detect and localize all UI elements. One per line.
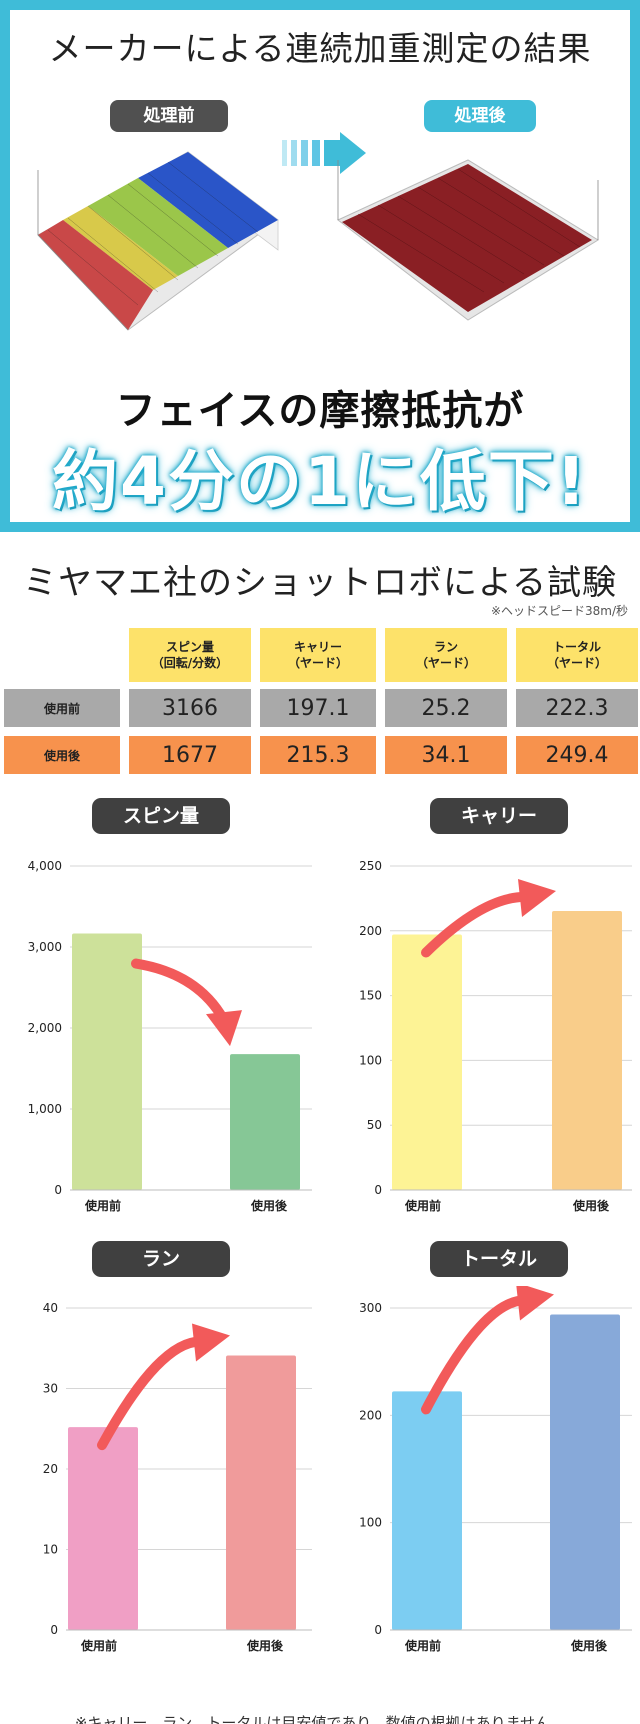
cell-after-total: 249.4 [516,736,638,774]
y-tick-label: 10 [43,1543,58,1557]
chart-title-spin: スピン量 [92,798,230,834]
bar-before [392,1391,462,1630]
trend-arrow [421,891,533,958]
cell-before-spin: 3166 [129,689,251,727]
y-tick-label: 30 [43,1382,58,1396]
trend-arrow-head [206,1010,242,1047]
y-tick-label: 20 [43,1462,58,1476]
friction-title: メーカーによる連続加重測定の結果 [48,29,592,68]
x-tick-label: 使用前 [84,1198,121,1213]
x-tick-label: 使用後 [572,1198,610,1213]
trend-arrow-head [192,1323,230,1362]
x-tick-label: 使用前 [404,1198,441,1213]
trend-arrow [421,1295,531,1415]
test-note: ※ヘッドスピード38m/秒 [490,604,628,618]
friction-result-panel: メーカーによる連続加重測定の結果 処理前 処理後 [0,0,640,532]
y-tick-label: 50 [367,1118,382,1132]
bar-after [552,910,622,1190]
chart-run: 0 10 20 30 40 使用前 使用後 [43,1301,312,1653]
bar-before [68,1427,138,1630]
bar-before [392,934,462,1190]
trend-arrow [131,958,229,1026]
cell-before-total: 222.3 [516,689,638,727]
chart-carry: 0 50 100 150 200 250 使用前 使用後 [359,859,632,1213]
x-tick-label: 使用後 [246,1638,284,1653]
col-header-spin: スピン量 （回転/分数） [129,628,251,682]
y-tick-label: 0 [374,1623,382,1637]
y-tick-label: 300 [359,1301,382,1315]
y-tick-label: 3,000 [28,940,62,954]
y-tick-label: 0 [374,1183,382,1197]
cell-after-run: 34.1 [385,736,507,774]
test-title: ミヤマエ社のショットロボによる試験 [23,563,617,603]
after-label: 処理後 [424,100,536,132]
y-tick-label: 100 [359,1516,382,1530]
friction-result-inner: メーカーによる連続加重測定の結果 処理前 処理後 [10,10,630,522]
row-label-after: 使用後 [4,736,120,774]
chart-title-carry: キャリー [430,798,568,834]
surface-plot-after [337,159,599,321]
x-tick-label: 使用後 [570,1638,608,1653]
before-label: 処理前 [110,100,228,132]
x-tick-label: 使用後 [250,1198,288,1213]
friction-headline: フェイスの摩擦抵抗が [115,388,525,434]
col-header-carry: キャリー （ヤード） [260,628,376,682]
y-tick-label: 150 [359,989,382,1003]
y-tick-label: 2,000 [28,1021,62,1035]
y-tick-label: 0 [50,1623,58,1637]
bar-after [230,1054,300,1190]
col-header-run: ラン （ヤード） [385,628,507,682]
y-tick-label: 40 [43,1301,58,1315]
chart-title-run: ラン [92,1241,230,1277]
trend-arrow-head [516,1286,554,1321]
trend-arrow-head [518,878,556,917]
y-tick-label: 1,000 [28,1102,62,1116]
surface-plot-before [37,151,279,331]
y-tick-label: 100 [359,1053,382,1067]
chart-spin: 0 1,000 2,000 3,000 4,000 使用前 使用後 [28,859,312,1213]
chart-total: 0 100 200 300 使用前 使用後 [359,1286,632,1653]
cell-before-carry: 197.1 [260,689,376,727]
y-tick-label: 200 [359,924,382,938]
y-tick-label: 250 [359,859,382,873]
footnote: ※キャリー、ラン、トータルは目安値であり、数値の根拠はありません。 [74,1714,566,1724]
x-tick-label: 使用前 [404,1638,441,1653]
cell-after-spin: 1677 [129,736,251,774]
cell-after-carry: 215.3 [260,736,376,774]
bar-before [72,933,142,1190]
row-label-before: 使用前 [4,689,120,727]
trend-arrow [97,1336,207,1451]
col-header-total: トータル （ヤード） [516,628,638,682]
reduction-highlight: 約4分の1に低下! [52,443,588,520]
x-tick-label: 使用前 [80,1638,117,1653]
bar-after [550,1314,620,1630]
y-tick-label: 0 [54,1183,62,1197]
cell-before-run: 25.2 [385,689,507,727]
y-tick-label: 4,000 [28,859,62,873]
flow-arrow-icon [282,132,366,174]
chart-title-total: トータル [430,1241,568,1277]
bar-after [226,1355,296,1630]
y-tick-label: 200 [359,1408,382,1422]
